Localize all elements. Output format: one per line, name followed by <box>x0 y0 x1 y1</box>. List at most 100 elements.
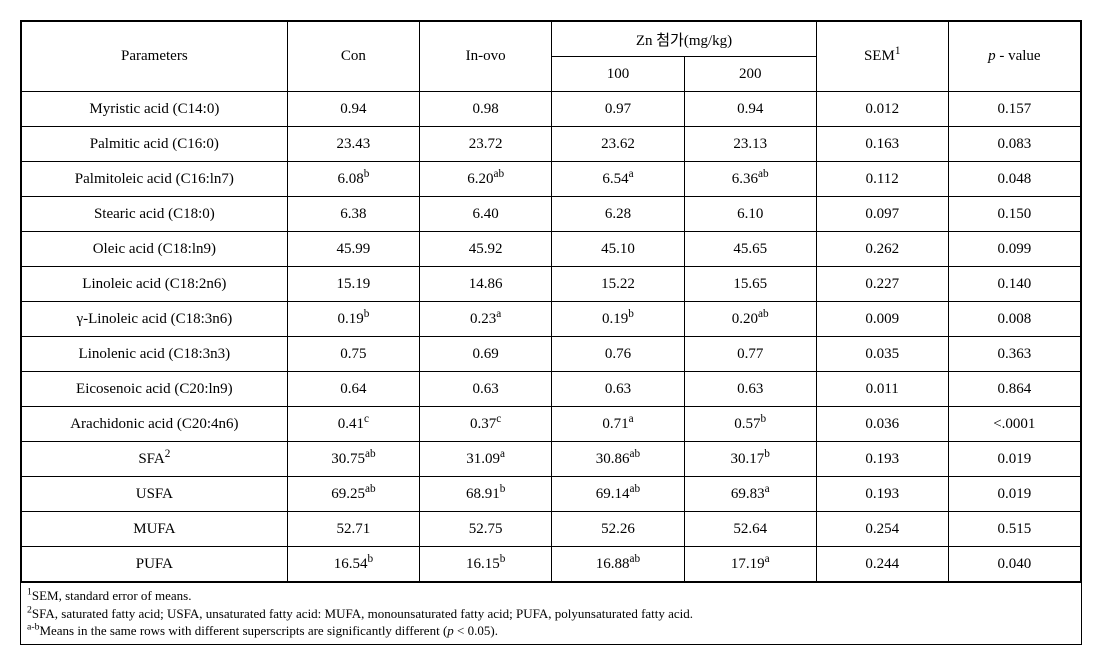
value-cell: 6.28 <box>605 206 631 222</box>
cell-superscript: ab <box>493 168 504 180</box>
value-cell: 45.65 <box>733 241 767 257</box>
value-cell: 15.19 <box>337 276 371 292</box>
cell-value: 15.19 <box>337 276 371 292</box>
value-cell: 30.86ab <box>596 451 640 467</box>
cell-superscript: ab <box>758 308 769 320</box>
parameter-sup: 2 <box>165 448 171 460</box>
table-row: USFA69.25ab68.91b69.14ab69.83a0.1930.019 <box>22 477 1081 512</box>
header-p-italic: p <box>988 48 996 64</box>
data-cell: 6.40 <box>420 197 552 232</box>
data-cell: 16.88ab <box>552 547 684 582</box>
value-cell: 45.99 <box>337 241 371 257</box>
cell-value: 6.08 <box>337 171 363 187</box>
sem-cell: 0.193 <box>816 442 948 477</box>
data-cell: 15.22 <box>552 267 684 302</box>
sem-cell: 0.097 <box>816 197 948 232</box>
data-cell: 0.19b <box>552 302 684 337</box>
data-cell: 31.09a <box>420 442 552 477</box>
parameter-name: Linolenic acid (C18:3n3) <box>79 346 231 362</box>
table-row: Arachidonic acid (C20:4n6)0.41c0.37c0.71… <box>22 407 1081 442</box>
table-row: Linoleic acid (C18:2n6)15.1914.8615.2215… <box>22 267 1081 302</box>
header-parameters: Parameters <box>22 22 288 92</box>
value-cell: 52.26 <box>601 521 635 537</box>
cell-superscript: a <box>629 168 634 180</box>
table-row: Palmitic acid (C16:0)23.4323.7223.6223.1… <box>22 127 1081 162</box>
data-cell: 0.37c <box>420 407 552 442</box>
cell-value: 15.65 <box>733 276 767 292</box>
cell-value: 52.64 <box>733 521 767 537</box>
cell-value: 45.92 <box>469 241 503 257</box>
parameter-cell: Palmitic acid (C16:0) <box>22 127 288 162</box>
value-cell: 6.38 <box>340 206 366 222</box>
pvalue-cell: 0.040 <box>948 547 1080 582</box>
parameter-name: MUFA <box>133 521 175 537</box>
cell-value: 23.43 <box>337 136 371 152</box>
value-cell: 23.43 <box>337 136 371 152</box>
value-cell: 16.88ab <box>596 556 640 572</box>
value-cell: 0.97 <box>605 101 631 117</box>
header-inovo: In-ovo <box>420 22 552 92</box>
data-cell: 6.10 <box>684 197 816 232</box>
sem-cell: 0.012 <box>816 92 948 127</box>
cell-superscript: b <box>367 553 373 565</box>
data-cell: 15.19 <box>287 267 419 302</box>
data-cell: 45.65 <box>684 232 816 267</box>
data-cell: 23.72 <box>420 127 552 162</box>
cell-value: 0.98 <box>473 101 499 117</box>
parameter-name: Oleic acid (C18:ln9) <box>93 241 216 257</box>
footnotes: 1SEM, standard error of means. 2SFA, sat… <box>21 582 1081 644</box>
sem-cell: 0.254 <box>816 512 948 547</box>
value-cell: 30.75ab <box>331 451 375 467</box>
value-cell: 69.83a <box>731 486 770 502</box>
data-cell: 52.71 <box>287 512 419 547</box>
value-cell: 6.10 <box>737 206 763 222</box>
data-cell: 6.28 <box>552 197 684 232</box>
value-cell: 68.91b <box>466 486 505 502</box>
sem-cell: 0.009 <box>816 302 948 337</box>
cell-superscript: b <box>500 483 506 495</box>
value-cell: 30.17b <box>731 451 770 467</box>
data-cell: 6.54a <box>552 162 684 197</box>
header-sem: SEM1 <box>816 22 948 92</box>
data-cell: 15.65 <box>684 267 816 302</box>
cell-value: 30.86 <box>596 451 630 467</box>
header-zn-group: Zn 첨가(mg/kg) <box>552 22 817 57</box>
value-cell: 0.63 <box>605 381 631 397</box>
value-cell: 0.63 <box>737 381 763 397</box>
value-cell: 0.63 <box>473 381 499 397</box>
parameter-cell: MUFA <box>22 512 288 547</box>
cell-value: 69.25 <box>331 486 365 502</box>
pvalue-cell: <.0001 <box>948 407 1080 442</box>
parameter-name: SFA <box>138 451 164 467</box>
data-cell: 0.63 <box>684 372 816 407</box>
parameter-cell: Eicosenoic acid (C20:ln9) <box>22 372 288 407</box>
header-zn-100: 100 <box>552 57 684 92</box>
table-row: MUFA52.7152.7552.2652.640.2540.515 <box>22 512 1081 547</box>
parameter-cell: PUFA <box>22 547 288 582</box>
table-row: Eicosenoic acid (C20:ln9)0.640.630.630.6… <box>22 372 1081 407</box>
cell-superscript: ab <box>365 448 376 460</box>
table-row: Myristic acid (C14:0)0.940.980.970.940.0… <box>22 92 1081 127</box>
parameter-name: Myristic acid (C14:0) <box>89 101 219 117</box>
footnote-1-text: SEM, standard error of means. <box>32 588 192 603</box>
value-cell: 69.14ab <box>596 486 640 502</box>
cell-value: 23.62 <box>601 136 635 152</box>
data-cell: 69.83a <box>684 477 816 512</box>
value-cell: 31.09a <box>466 451 505 467</box>
data-cell: 0.77 <box>684 337 816 372</box>
data-cell: 69.14ab <box>552 477 684 512</box>
cell-superscript: a <box>629 413 634 425</box>
cell-value: 45.10 <box>601 241 635 257</box>
cell-superscript: ab <box>630 448 641 460</box>
cell-superscript: b <box>364 168 370 180</box>
cell-superscript: a <box>765 553 770 565</box>
sem-cell: 0.036 <box>816 407 948 442</box>
data-cell: 68.91b <box>420 477 552 512</box>
cell-superscript: ab <box>630 483 641 495</box>
data-cell: 45.99 <box>287 232 419 267</box>
value-cell: 0.75 <box>340 346 366 362</box>
data-cell: 0.69 <box>420 337 552 372</box>
data-cell: 6.38 <box>287 197 419 232</box>
sem-cell: 0.163 <box>816 127 948 162</box>
cell-value: 52.71 <box>337 521 371 537</box>
